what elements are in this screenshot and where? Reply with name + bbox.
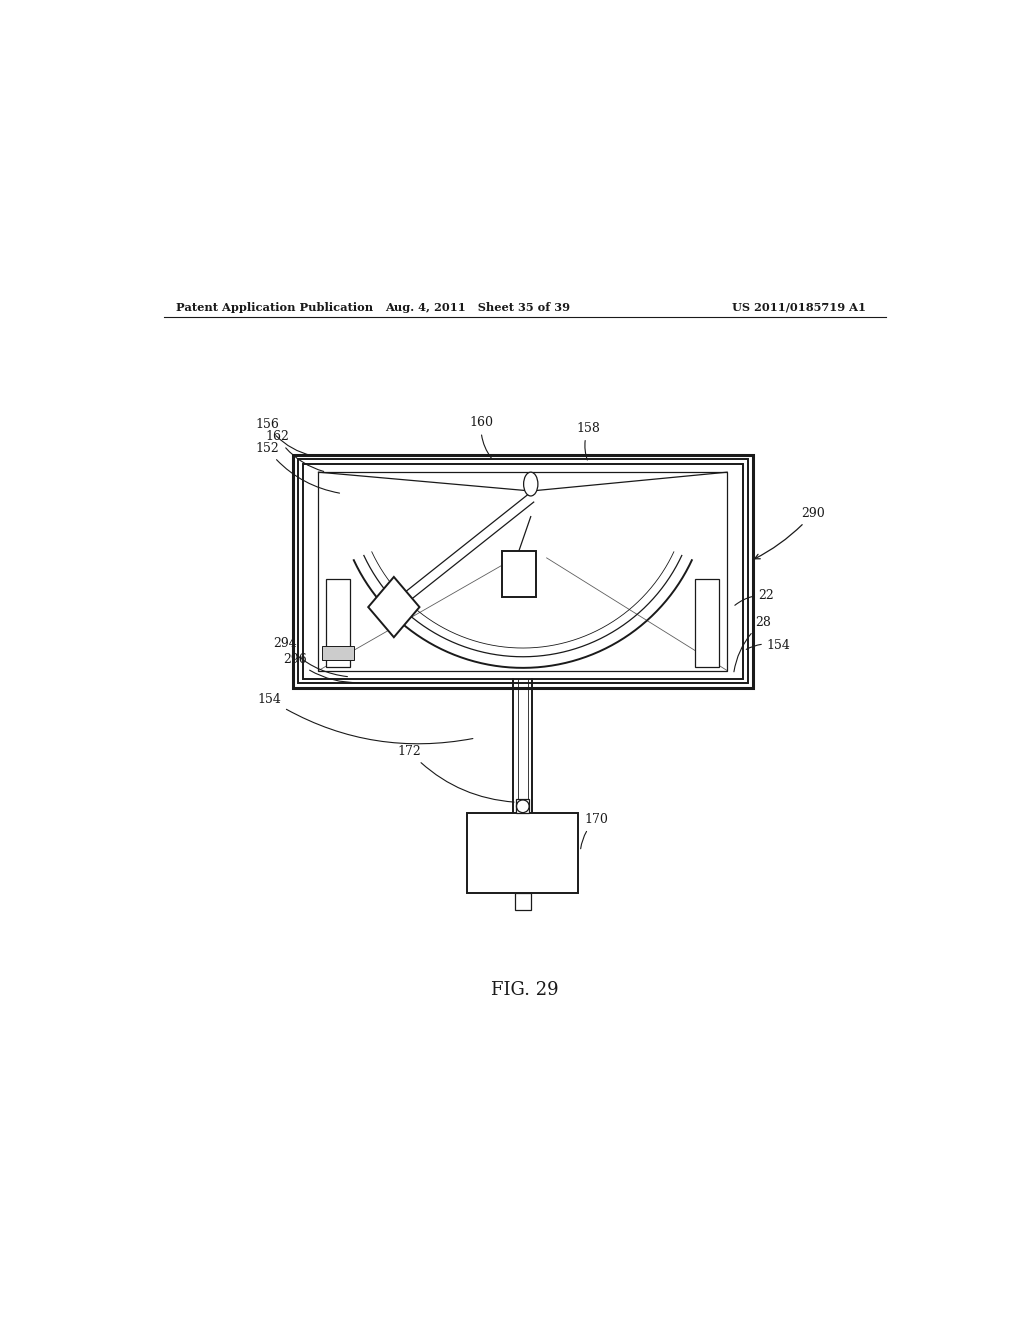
Text: FIG. 29: FIG. 29 xyxy=(490,981,559,999)
Text: 170: 170 xyxy=(581,813,608,849)
Bar xyxy=(298,459,748,684)
Text: 152: 152 xyxy=(255,442,340,494)
Bar xyxy=(515,892,530,911)
Bar xyxy=(323,645,354,660)
Text: 290: 290 xyxy=(755,507,824,558)
Bar xyxy=(516,799,529,813)
Bar xyxy=(293,454,753,688)
Ellipse shape xyxy=(523,473,538,496)
Text: 158: 158 xyxy=(577,422,600,461)
Text: Patent Application Publication: Patent Application Publication xyxy=(176,301,373,313)
Polygon shape xyxy=(369,577,420,638)
Text: 154: 154 xyxy=(257,693,473,743)
Text: 22: 22 xyxy=(735,589,774,606)
Text: 156: 156 xyxy=(255,418,311,455)
Bar xyxy=(303,465,743,678)
Bar xyxy=(467,813,579,892)
Text: 28: 28 xyxy=(734,615,771,672)
Text: 172: 172 xyxy=(398,744,514,803)
Bar xyxy=(327,579,350,667)
Text: Aug. 4, 2011   Sheet 35 of 39: Aug. 4, 2011 Sheet 35 of 39 xyxy=(385,301,569,313)
Bar xyxy=(695,579,719,667)
Bar xyxy=(318,473,727,671)
Text: 296: 296 xyxy=(283,653,359,682)
Text: 154: 154 xyxy=(746,639,791,652)
Text: 162: 162 xyxy=(265,430,324,471)
Bar xyxy=(502,550,536,597)
Text: 160: 160 xyxy=(469,417,494,458)
Text: 294: 294 xyxy=(273,638,347,677)
Text: US 2011/0185719 A1: US 2011/0185719 A1 xyxy=(732,301,866,313)
